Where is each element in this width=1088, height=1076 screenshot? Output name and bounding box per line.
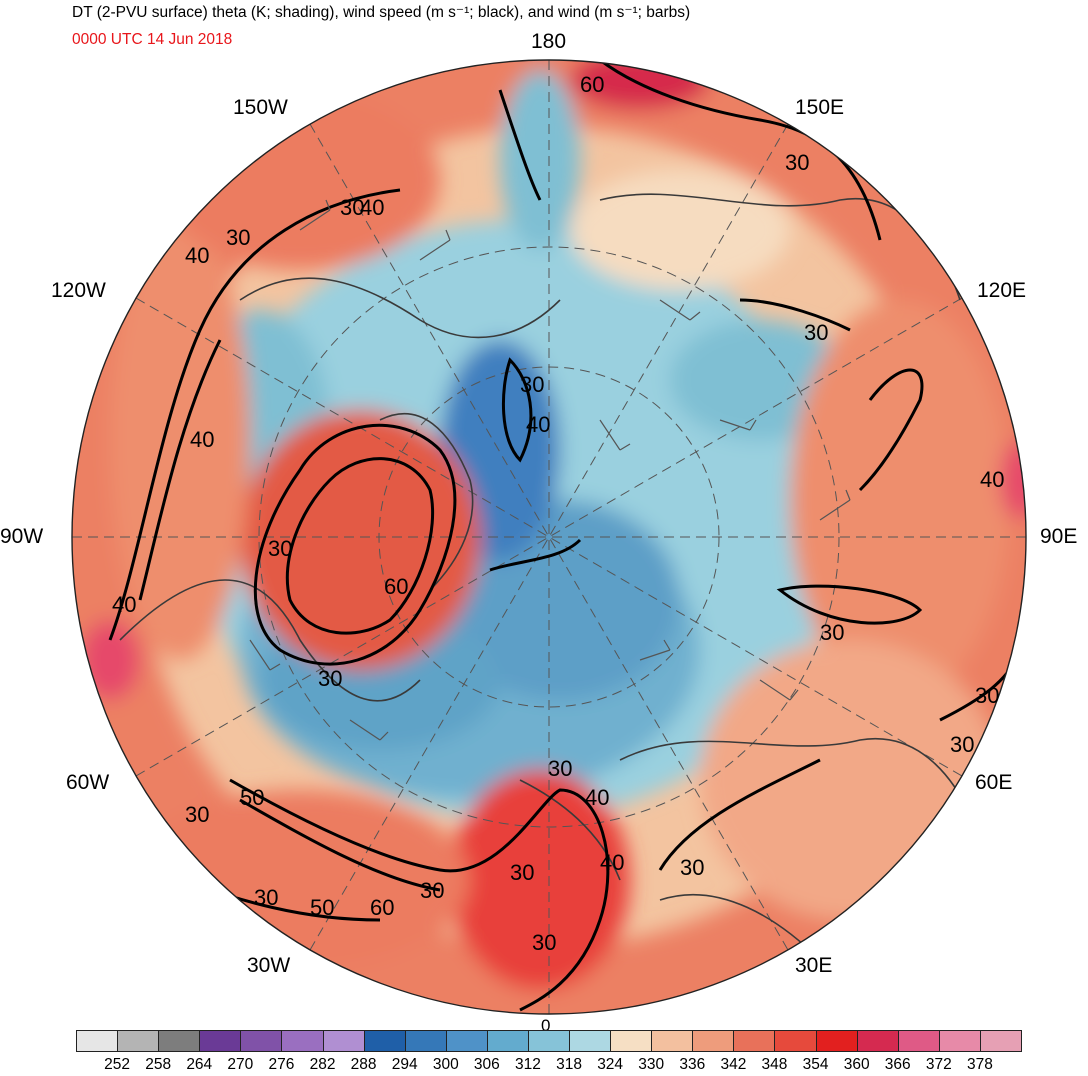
- lon-label-150e: 150E: [795, 96, 845, 119]
- colorbar-tick-label: 294: [391, 1056, 418, 1073]
- graticule: [72, 60, 1026, 1014]
- lon-label-120e: 120E: [977, 279, 1027, 302]
- contour-label: 30: [680, 855, 704, 880]
- colorbar-tick-label: 366: [884, 1056, 911, 1073]
- colorbar-tick-label: 360: [843, 1056, 870, 1073]
- lon-label-30e: 30E: [795, 954, 833, 977]
- wind-speed-contours: [108, 60, 1022, 1012]
- contour-label: 30: [340, 195, 364, 220]
- contour-label: 30: [254, 885, 278, 910]
- lon-label-150w: 150W: [233, 96, 288, 119]
- colorbar-tick-label: 312: [515, 1056, 541, 1073]
- colorbar-swatch: [569, 1030, 612, 1052]
- colorbar-swatch: [979, 1030, 1022, 1052]
- contour-label: 50: [240, 785, 264, 810]
- colorbar-swatch: [610, 1030, 653, 1052]
- colorbar-tick-label: 354: [802, 1056, 829, 1073]
- colorbar-swatch: [76, 1030, 119, 1052]
- contour-label: 60: [580, 72, 604, 97]
- colorbar-swatch: [404, 1030, 447, 1052]
- lon-label-0: 0: [541, 1016, 551, 1035]
- contour-label: 30: [268, 536, 292, 561]
- contour-label: 50: [310, 895, 334, 920]
- contour-label: 40: [600, 850, 624, 875]
- colorbar-tick-label: 330: [638, 1056, 665, 1073]
- colorbar-swatch: [692, 1030, 735, 1052]
- colorbar-tick-label: 270: [227, 1056, 254, 1073]
- contour-label: 30: [950, 732, 974, 757]
- colorbar-swatch: [322, 1030, 365, 1052]
- colorbar-tick-label: 342: [720, 1056, 747, 1073]
- colorbar-swatch: [158, 1030, 201, 1052]
- lon-label-90e: 90E: [1040, 525, 1078, 548]
- contour-label: 30: [185, 802, 209, 827]
- colorbar-swatch: [815, 1030, 858, 1052]
- colorbar-swatch: [363, 1030, 406, 1052]
- map-border: [71, 59, 1027, 1015]
- contour-label: 60: [370, 895, 394, 920]
- theta-shading: [72, 60, 1026, 1014]
- colorbar-swatch: [445, 1030, 488, 1052]
- colorbar-swatch: [733, 1030, 776, 1052]
- colorbar-tick-label: 252: [104, 1056, 131, 1073]
- colorbar-tick-label: 324: [597, 1056, 624, 1073]
- contour-label: 30: [226, 225, 250, 250]
- contour-label: 30: [548, 756, 572, 781]
- contour-label: 30: [532, 930, 556, 955]
- title: DT (2-PVU surface) theta (K; shading), w…: [72, 4, 691, 21]
- colorbar-tick-label: 300: [432, 1056, 459, 1073]
- colorbar-swatch: [240, 1030, 283, 1052]
- colorbar-swatch: [486, 1030, 529, 1052]
- colorbar-tick-label: 378: [966, 1056, 993, 1073]
- colorbar-tick-label: 258: [145, 1056, 172, 1073]
- colorbar-tick-label: 336: [679, 1056, 706, 1073]
- colorbar-swatch: [527, 1030, 571, 1052]
- coastlines: [119, 193, 981, 961]
- contour-label: 40: [980, 467, 1004, 492]
- contour-label: 40: [360, 195, 384, 220]
- contour-label: 30: [510, 860, 534, 885]
- contour-label: 30: [420, 878, 444, 903]
- colorbar-swatch: [897, 1030, 940, 1052]
- valid-time: 0000 UTC 14 Jun 2018: [72, 31, 233, 48]
- lon-label-60e: 60E: [975, 771, 1013, 794]
- colorbar-swatch: [117, 1030, 160, 1052]
- lon-label-120w: 120W: [51, 279, 106, 302]
- colorbar-tick-label: 276: [268, 1056, 295, 1073]
- lon-label-180: 180: [531, 30, 567, 53]
- colorbar-swatch: [856, 1030, 899, 1052]
- contour-label: 30: [785, 150, 809, 175]
- contour-label: 40: [585, 785, 609, 810]
- contour-label: 40: [190, 427, 214, 452]
- contour-label: 40: [185, 243, 209, 268]
- contour-label: 40: [112, 592, 136, 617]
- contour-label: 30: [318, 666, 342, 691]
- contour-label: 60: [384, 574, 408, 599]
- wind-barbs: [249, 199, 851, 741]
- colorbar-swatch: [281, 1030, 324, 1052]
- colorbar-swatch: [774, 1030, 817, 1052]
- lon-label-60w: 60W: [66, 771, 110, 794]
- colorbar-swatch: [938, 1030, 981, 1052]
- contour-label: 30: [975, 683, 999, 708]
- contour-label: 30: [520, 372, 544, 397]
- contour-label: 30: [804, 320, 828, 345]
- colorbar-tick-label: 288: [350, 1056, 377, 1073]
- colorbar-tick-label: 372: [925, 1056, 952, 1073]
- colorbar-tick-label: 306: [473, 1056, 500, 1073]
- colorbar-swatch: [199, 1030, 242, 1052]
- colorbar-tick-label: 264: [186, 1056, 213, 1073]
- contour-label: 30: [820, 620, 844, 645]
- lon-label-30w: 30W: [247, 954, 291, 977]
- colorbar-tick-label: 318: [556, 1056, 582, 1073]
- colorbar: [76, 1030, 1022, 1054]
- colorbar-tick-label: 282: [309, 1056, 336, 1073]
- colorbar-swatch: [651, 1030, 694, 1052]
- colorbar-tick-label: 348: [761, 1056, 788, 1073]
- contour-label: 40: [526, 412, 550, 437]
- lon-label-90w: 90W: [0, 525, 44, 548]
